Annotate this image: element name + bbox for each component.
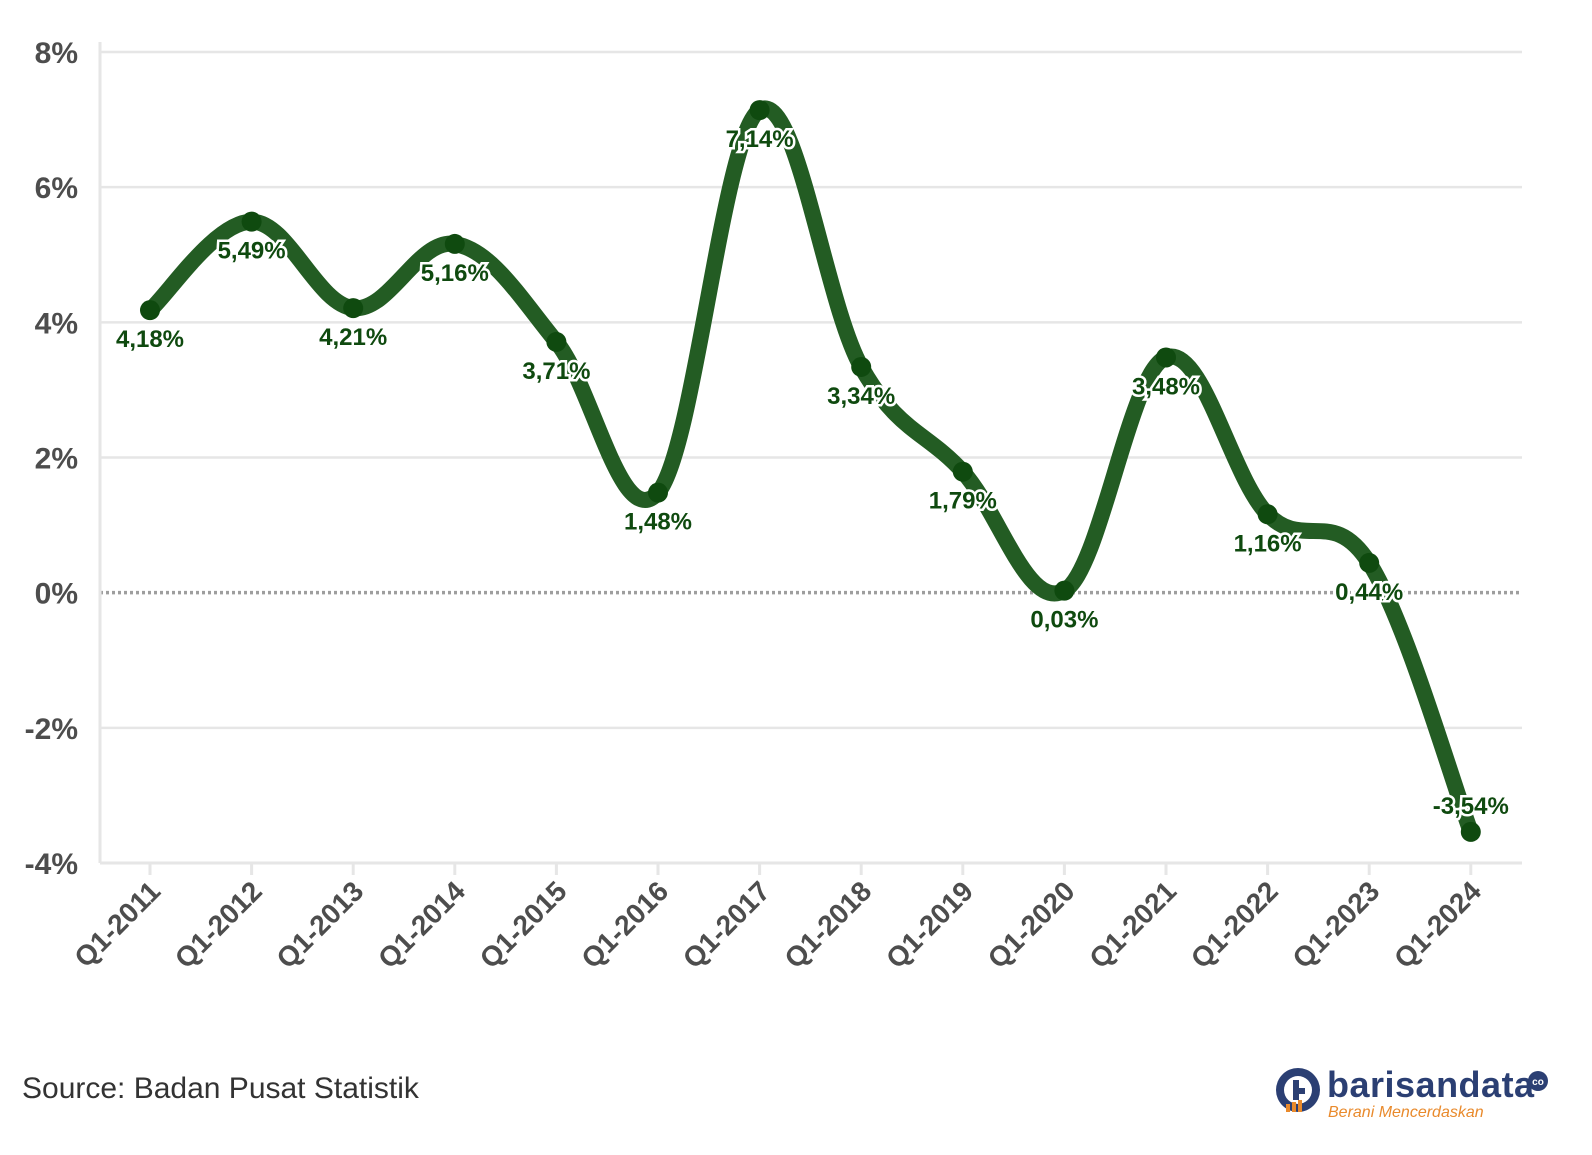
data-label: 3,71%	[522, 358, 590, 385]
data-label: 1,48%	[624, 509, 692, 536]
source-note: Source: Badan Pusat Statistik	[22, 1072, 419, 1105]
data-label: 1,16%	[1234, 530, 1302, 557]
x-tick-label: Q1-2024	[1388, 875, 1487, 974]
gridlines	[100, 50, 1522, 865]
svg-text:co: co	[1532, 1077, 1544, 1088]
x-tick-label: Q1-2019	[880, 875, 979, 974]
y-tick-label: 4%	[35, 307, 78, 340]
data-point	[140, 300, 160, 321]
x-tick-label: Q1-2013	[270, 875, 369, 974]
y-tick-label: -4%	[25, 848, 78, 881]
data-label: 3,48%	[1132, 373, 1200, 400]
y-tick-label: 8%	[35, 37, 78, 70]
data-label: 0,44%	[1335, 579, 1403, 606]
x-tick-label: Q1-2022	[1185, 875, 1284, 974]
data-point	[749, 100, 770, 121]
data-label: 0,03%	[1030, 607, 1098, 634]
data-point	[546, 331, 567, 352]
data-label: 3,34%	[827, 383, 895, 410]
data-label: -3,54%	[1433, 793, 1509, 820]
data-point	[952, 461, 973, 482]
brand-tagline: Berani Mencerdaskan	[1328, 1104, 1484, 1121]
data-point	[444, 233, 465, 254]
data-label: 7,14%	[726, 126, 794, 153]
data-label: 5,49%	[218, 238, 286, 265]
data-label: 4,18%	[116, 326, 184, 353]
data-label: 4,21%	[319, 324, 387, 351]
brand-name: barisandata	[1327, 1064, 1535, 1105]
x-tick-label: Q1-2023	[1286, 875, 1385, 974]
brand-co-mark-icon: co	[1528, 1071, 1548, 1091]
data-point	[241, 211, 262, 232]
x-tick-label: Q1-2011	[68, 875, 166, 973]
x-tick-label: Q1-2017	[677, 875, 776, 974]
x-tick-label: Q1-2012	[169, 875, 268, 974]
y-tick-label: -2%	[25, 713, 78, 746]
data-point	[851, 356, 872, 377]
x-tick-label: Q1-2018	[778, 875, 877, 974]
y-tick-label: 0%	[35, 578, 78, 611]
data-point	[343, 298, 364, 319]
data-point	[1257, 504, 1278, 525]
y-tick-label: 2%	[35, 443, 78, 476]
x-tick-label: Q1-2014	[372, 875, 471, 974]
y-tick-label: 6%	[35, 172, 78, 205]
barisandata-logo-icon	[1276, 1068, 1320, 1112]
series-line	[142, 100, 1479, 840]
brand-logo: barisandata co Berani Mencerdaskan	[1272, 1058, 1572, 1128]
x-tick-label: Q1-2020	[982, 875, 1081, 974]
data-point	[1054, 580, 1075, 601]
data-label: 1,79%	[929, 488, 997, 515]
x-tick-label: Q1-2021	[1083, 875, 1182, 974]
data-point	[648, 482, 668, 503]
data-point	[1359, 552, 1380, 573]
data-point	[1156, 347, 1176, 368]
x-tick-label: Q1-2016	[575, 875, 674, 974]
x-tick-label: Q1-2015	[474, 875, 573, 974]
data-point	[1460, 821, 1481, 842]
data-label: 5,16%	[421, 260, 489, 287]
